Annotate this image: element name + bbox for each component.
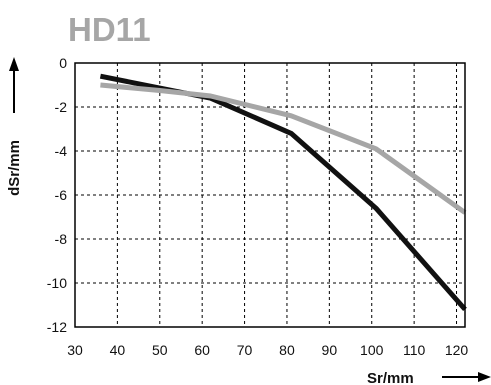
x-tick-label: 40 [110,342,126,358]
y-tick-label: -4 [55,143,68,159]
x-tick-label: 60 [194,342,210,358]
y-axis-label: dSr/mm [6,140,23,196]
x-tick-label: 110 [403,342,426,358]
x-tick-label: 100 [360,342,384,358]
y-tick-label: -12 [47,319,67,335]
series-layer [99,73,467,312]
y-tick-label: -6 [55,187,68,203]
y-tick-label: -2 [55,99,68,115]
plot-frame [74,62,466,328]
x-axis-label: Sr/mm [367,370,414,385]
y-tick-label: -8 [55,231,68,247]
series-line-2 [100,82,467,215]
x-tick-label: 70 [237,342,253,358]
x-tick-label: 120 [445,342,469,358]
x-tick-label: 90 [322,342,338,358]
x-tick-label: 30 [67,342,83,358]
x-tick-label: 50 [152,342,168,358]
x-axis-arrow-icon [442,372,491,382]
grid [74,62,465,328]
y-axis-arrow-icon [9,57,19,113]
chart-title: HD11 [68,11,151,48]
tick-labels: 30 40 50 60 70 80 90 100 110 120 0 -2 -4 -6 -8 -10 -12 [47,55,469,358]
y-tick-label: -10 [47,275,67,291]
y-tick-label: 0 [59,55,67,71]
x-tick-label: 80 [279,342,295,358]
